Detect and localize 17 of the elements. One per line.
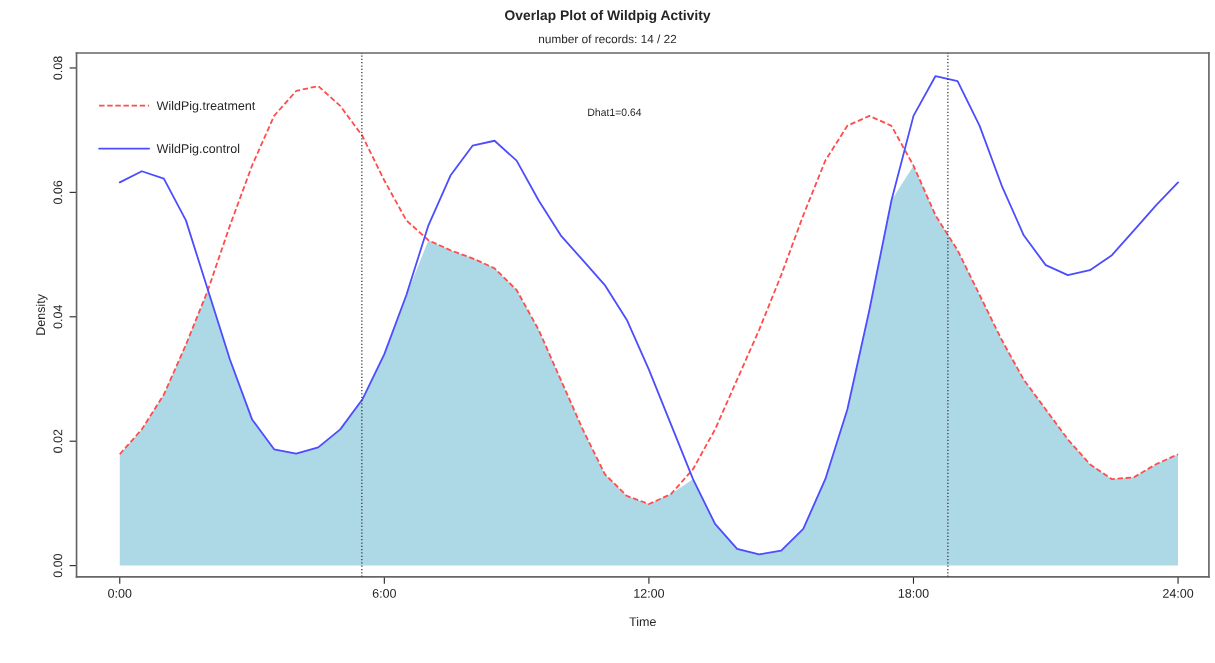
y-tick-label: 0.02	[53, 429, 63, 453]
y-axis-title: Density	[35, 294, 48, 335]
x-tick-label: 24:00	[1163, 588, 1194, 598]
y-tick-label: 0.06	[53, 180, 63, 205]
x-tick-label: 12:00	[634, 588, 665, 598]
chart-title: Overlap Plot of Wildpig Activity	[504, 9, 711, 23]
x-tick-label: 0:00	[108, 588, 132, 598]
x-tick-label: 6:00	[372, 588, 397, 598]
x-tick-label: 18:00	[898, 588, 929, 598]
y-tick-label: 0.00	[53, 553, 63, 578]
y-tick-label: 0.08	[53, 56, 63, 80]
legend-label: WildPig.control	[156, 143, 240, 156]
annotation: Dhat1=0.64	[588, 108, 642, 116]
legend-label: WildPig.treatment	[156, 100, 256, 113]
x-axis-title: Time	[629, 616, 656, 627]
chart-subtitle: number of records: 14 / 22	[539, 34, 677, 44]
y-tick-label: 0.04	[53, 304, 63, 329]
